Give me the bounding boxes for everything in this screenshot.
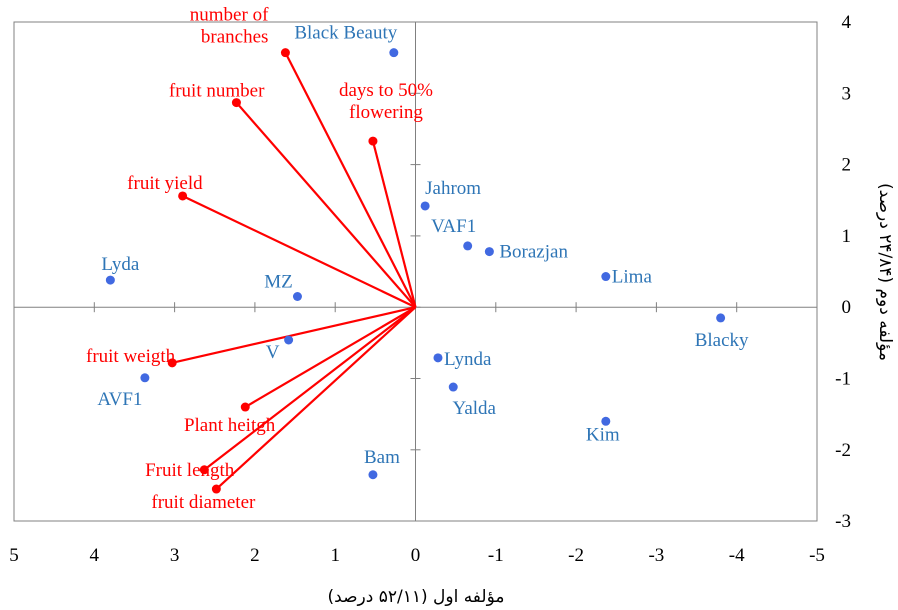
y-tick-label: 4 [842, 12, 852, 33]
y-tick-label: 1 [842, 226, 852, 247]
trait-label: flowering [349, 102, 423, 123]
cultivar-point [601, 272, 611, 282]
cultivar-label: Kim [586, 424, 620, 445]
x-tick-label: -2 [568, 545, 584, 566]
trait-label: branches [201, 27, 269, 48]
cultivar-point [716, 313, 726, 323]
cultivar-point [433, 353, 443, 363]
cultivar-point [292, 292, 302, 302]
cultivar-point [368, 470, 378, 480]
cultivar-label: Lynda [444, 349, 492, 370]
trait-vectors [167, 48, 417, 494]
cultivar-label: Jahrom [425, 178, 481, 199]
trait-point [231, 98, 241, 108]
x-axis-title: مؤلفه اول (۵۲/۱۱ درصد) [328, 587, 505, 607]
trait-point [368, 136, 378, 146]
trait-vector [182, 194, 416, 309]
x-tick-label: -4 [729, 545, 745, 566]
trait-label: fruit diameter [151, 492, 256, 513]
cultivar-label: Black Beauty [294, 23, 397, 44]
cultivar-label: Blacky [695, 330, 749, 351]
cultivar-label: VAF1 [431, 216, 476, 237]
cultivar-label: Borazjan [499, 242, 568, 263]
cultivar-label: Lyda [101, 254, 140, 275]
trait-vector [203, 306, 417, 471]
cultivar-point [484, 247, 494, 257]
cultivar-point [284, 335, 294, 345]
cultivar-point [448, 382, 458, 392]
trait-vector [171, 306, 416, 364]
x-tick-label: 4 [90, 545, 100, 566]
y-tick-label: -1 [835, 369, 851, 390]
trait-label: fruit weigth [86, 346, 176, 367]
trait-point [240, 402, 250, 412]
y-axis-title: مؤلفه دوم (۲۴/۸۴ درصد) [875, 183, 895, 361]
cultivar-label: Yalda [453, 398, 497, 419]
trait-point [280, 48, 290, 58]
cultivar-label: MZ [264, 272, 293, 293]
trait-vector [244, 306, 417, 408]
cultivar-points [105, 48, 726, 480]
cultivar-point [105, 275, 115, 285]
trait-label: Fruit length [145, 460, 235, 481]
y-tick-label: 3 [842, 83, 852, 104]
x-tick-label: -3 [648, 545, 664, 566]
cultivar-point [420, 201, 430, 211]
trait-point [211, 484, 221, 494]
trait-vector [215, 306, 417, 490]
trait-label: fruit number [169, 81, 265, 102]
cultivar-point [389, 48, 399, 58]
trait-vector [235, 101, 417, 308]
y-tick-label: -2 [835, 440, 851, 461]
trait-point [199, 465, 209, 475]
y-tick-label: -3 [835, 511, 851, 532]
trait-vector [284, 52, 417, 308]
trait-point [178, 191, 188, 201]
x-tick-label: -1 [488, 545, 504, 566]
cultivar-point [463, 241, 473, 251]
trait-label: Plant heitgh [184, 415, 276, 436]
cultivar-label: Bam [364, 447, 400, 468]
cultivar-point [140, 373, 150, 383]
cultivar-point [601, 416, 611, 426]
cultivar-label: Lima [612, 267, 653, 288]
y-tick-label: 0 [842, 297, 852, 318]
x-tick-label: 2 [250, 545, 260, 566]
trait-label: days to 50% [339, 80, 433, 101]
cultivar-label: V [266, 342, 280, 363]
x-tick-label: 1 [330, 545, 340, 566]
trait-point [167, 358, 177, 368]
x-tick-label: 3 [170, 545, 180, 566]
axes: 5 4 3 2 1 0 -1 -2 -3 -4 -5 4 3 2 1 0 -1 -2 -3 [9, 12, 851, 566]
trait-vector [371, 140, 417, 308]
cultivar-label: AVF1 [97, 389, 142, 410]
x-tick-label: 0 [411, 545, 421, 566]
trait-label: number of [190, 5, 269, 26]
trait-label: fruit yield [127, 173, 203, 194]
y-tick-label: 2 [842, 155, 852, 176]
x-tick-label: -5 [809, 545, 825, 566]
x-tick-label: 5 [9, 545, 19, 566]
